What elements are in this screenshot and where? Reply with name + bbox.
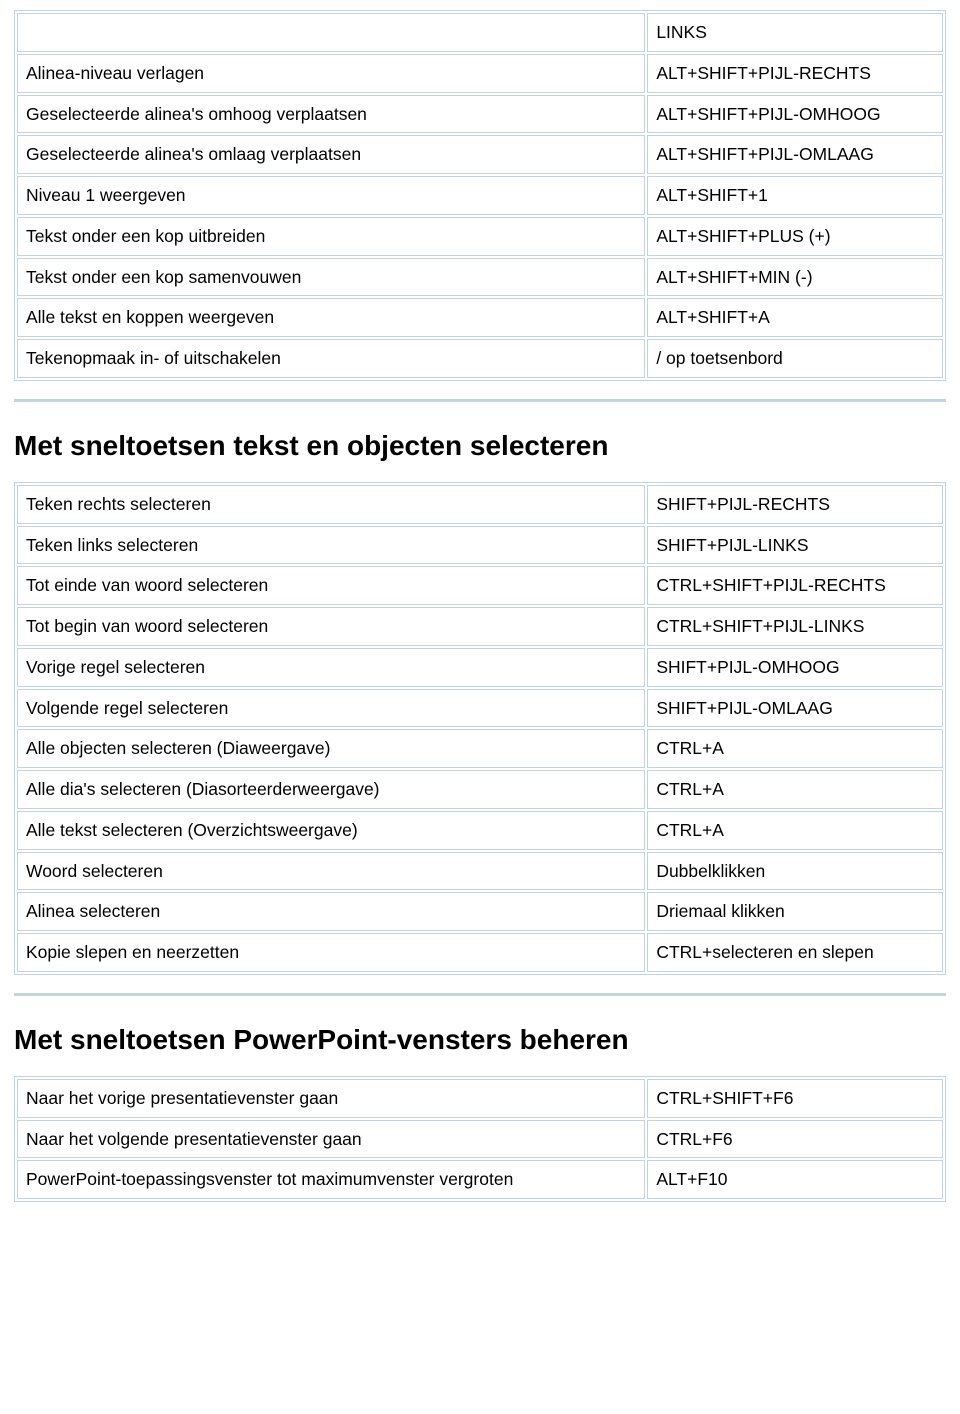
shortcut-key: SHIFT+PIJL-LINKS: [647, 526, 943, 565]
shortcut-key: ALT+SHIFT+A: [647, 298, 943, 337]
shortcut-key: ALT+SHIFT+PLUS (+): [647, 217, 943, 256]
shortcut-key: Dubbelklikken: [647, 852, 943, 891]
shortcut-description: [17, 13, 645, 52]
shortcut-description: Teken links selecteren: [17, 526, 645, 565]
section: Met sneltoetsen PowerPoint-vensters behe…: [14, 1024, 946, 1202]
shortcut-description: Teken rechts selecteren: [17, 485, 645, 524]
table-row: Alle objecten selecteren (Diaweergave)CT…: [17, 729, 943, 768]
shortcut-table: Naar het vorige presentatievenster gaanC…: [14, 1076, 946, 1202]
table-row: Tekenopmaak in- of uitschakelen/ op toet…: [17, 339, 943, 378]
shortcut-table: LINKSAlinea-niveau verlagenALT+SHIFT+PIJ…: [14, 10, 946, 381]
shortcut-description: Tekst onder een kop samenvouwen: [17, 258, 645, 297]
shortcut-key: SHIFT+PIJL-RECHTS: [647, 485, 943, 524]
shortcut-key: ALT+SHIFT+1: [647, 176, 943, 215]
shortcut-description: Alle tekst selecteren (Overzichtsweergav…: [17, 811, 645, 850]
table-row: Naar het volgende presentatievenster gaa…: [17, 1120, 943, 1159]
section-divider: [14, 399, 946, 402]
section: LINKSAlinea-niveau verlagenALT+SHIFT+PIJ…: [14, 10, 946, 381]
shortcut-description: Woord selecteren: [17, 852, 645, 891]
table-row: Tot begin van woord selecterenCTRL+SHIFT…: [17, 607, 943, 646]
table-row: Volgende regel selecterenSHIFT+PIJL-OMLA…: [17, 689, 943, 728]
document-root: LINKSAlinea-niveau verlagenALT+SHIFT+PIJ…: [14, 10, 946, 1202]
section-heading: Met sneltoetsen PowerPoint-vensters behe…: [14, 1024, 946, 1056]
shortcut-description: Vorige regel selecteren: [17, 648, 645, 687]
table-row: Alle tekst en koppen weergevenALT+SHIFT+…: [17, 298, 943, 337]
shortcut-description: Kopie slepen en neerzetten: [17, 933, 645, 972]
shortcut-key: / op toetsenbord: [647, 339, 943, 378]
table-row: Teken rechts selecterenSHIFT+PIJL-RECHTS: [17, 485, 943, 524]
shortcut-description: Alinea-niveau verlagen: [17, 54, 645, 93]
shortcut-description: Geselecteerde alinea's omhoog verplaatse…: [17, 95, 645, 134]
shortcut-description: Alle tekst en koppen weergeven: [17, 298, 645, 337]
shortcut-key: CTRL+SHIFT+PIJL-LINKS: [647, 607, 943, 646]
table-row: Alinea-niveau verlagenALT+SHIFT+PIJL-REC…: [17, 54, 943, 93]
table-row: Niveau 1 weergevenALT+SHIFT+1: [17, 176, 943, 215]
section: Met sneltoetsen tekst en objecten select…: [14, 430, 946, 975]
shortcut-key: LINKS: [647, 13, 943, 52]
shortcut-description: Niveau 1 weergeven: [17, 176, 645, 215]
table-row: Naar het vorige presentatievenster gaanC…: [17, 1079, 943, 1118]
shortcut-key: CTRL+selecteren en slepen: [647, 933, 943, 972]
table-row: PowerPoint-toepassingsvenster tot maximu…: [17, 1160, 943, 1199]
table-row: Vorige regel selecterenSHIFT+PIJL-OMHOOG: [17, 648, 943, 687]
table-row: Geselecteerde alinea's omhoog verplaatse…: [17, 95, 943, 134]
section-divider: [14, 993, 946, 996]
table-row: Tekst onder een kop uitbreidenALT+SHIFT+…: [17, 217, 943, 256]
table-row: Geselecteerde alinea's omlaag verplaatse…: [17, 135, 943, 174]
shortcut-key: CTRL+A: [647, 729, 943, 768]
table-row: Alle tekst selecteren (Overzichtsweergav…: [17, 811, 943, 850]
table-row: LINKS: [17, 13, 943, 52]
shortcut-key: ALT+SHIFT+PIJL-OMHOOG: [647, 95, 943, 134]
table-row: Alle dia's selecteren (Diasorteerderweer…: [17, 770, 943, 809]
table-row: Teken links selecterenSHIFT+PIJL-LINKS: [17, 526, 943, 565]
table-row: Woord selecterenDubbelklikken: [17, 852, 943, 891]
shortcut-key: CTRL+F6: [647, 1120, 943, 1159]
shortcut-description: Naar het volgende presentatievenster gaa…: [17, 1120, 645, 1159]
shortcut-description: PowerPoint-toepassingsvenster tot maximu…: [17, 1160, 645, 1199]
shortcut-key: CTRL+SHIFT+PIJL-RECHTS: [647, 566, 943, 605]
table-row: Tot einde van woord selecterenCTRL+SHIFT…: [17, 566, 943, 605]
shortcut-description: Tekst onder een kop uitbreiden: [17, 217, 645, 256]
shortcut-key: CTRL+A: [647, 811, 943, 850]
shortcut-key: CTRL+SHIFT+F6: [647, 1079, 943, 1118]
shortcut-description: Volgende regel selecteren: [17, 689, 645, 728]
shortcut-description: Tot begin van woord selecteren: [17, 607, 645, 646]
shortcut-key: ALT+SHIFT+MIN (-): [647, 258, 943, 297]
table-row: Alinea selecterenDriemaal klikken: [17, 892, 943, 931]
shortcut-key: CTRL+A: [647, 770, 943, 809]
section-heading: Met sneltoetsen tekst en objecten select…: [14, 430, 946, 462]
shortcut-key: Driemaal klikken: [647, 892, 943, 931]
table-row: Kopie slepen en neerzettenCTRL+selectere…: [17, 933, 943, 972]
shortcut-description: Tot einde van woord selecteren: [17, 566, 645, 605]
shortcut-description: Tekenopmaak in- of uitschakelen: [17, 339, 645, 378]
shortcut-key: SHIFT+PIJL-OMLAAG: [647, 689, 943, 728]
shortcut-key: ALT+SHIFT+PIJL-RECHTS: [647, 54, 943, 93]
shortcut-key: ALT+F10: [647, 1160, 943, 1199]
shortcut-description: Alle objecten selecteren (Diaweergave): [17, 729, 645, 768]
shortcut-description: Naar het vorige presentatievenster gaan: [17, 1079, 645, 1118]
shortcut-key: ALT+SHIFT+PIJL-OMLAAG: [647, 135, 943, 174]
shortcut-description: Alinea selecteren: [17, 892, 645, 931]
shortcut-description: Geselecteerde alinea's omlaag verplaatse…: [17, 135, 645, 174]
shortcut-table: Teken rechts selecterenSHIFT+PIJL-RECHTS…: [14, 482, 946, 975]
shortcut-key: SHIFT+PIJL-OMHOOG: [647, 648, 943, 687]
shortcut-description: Alle dia's selecteren (Diasorteerderweer…: [17, 770, 645, 809]
table-row: Tekst onder een kop samenvouwenALT+SHIFT…: [17, 258, 943, 297]
